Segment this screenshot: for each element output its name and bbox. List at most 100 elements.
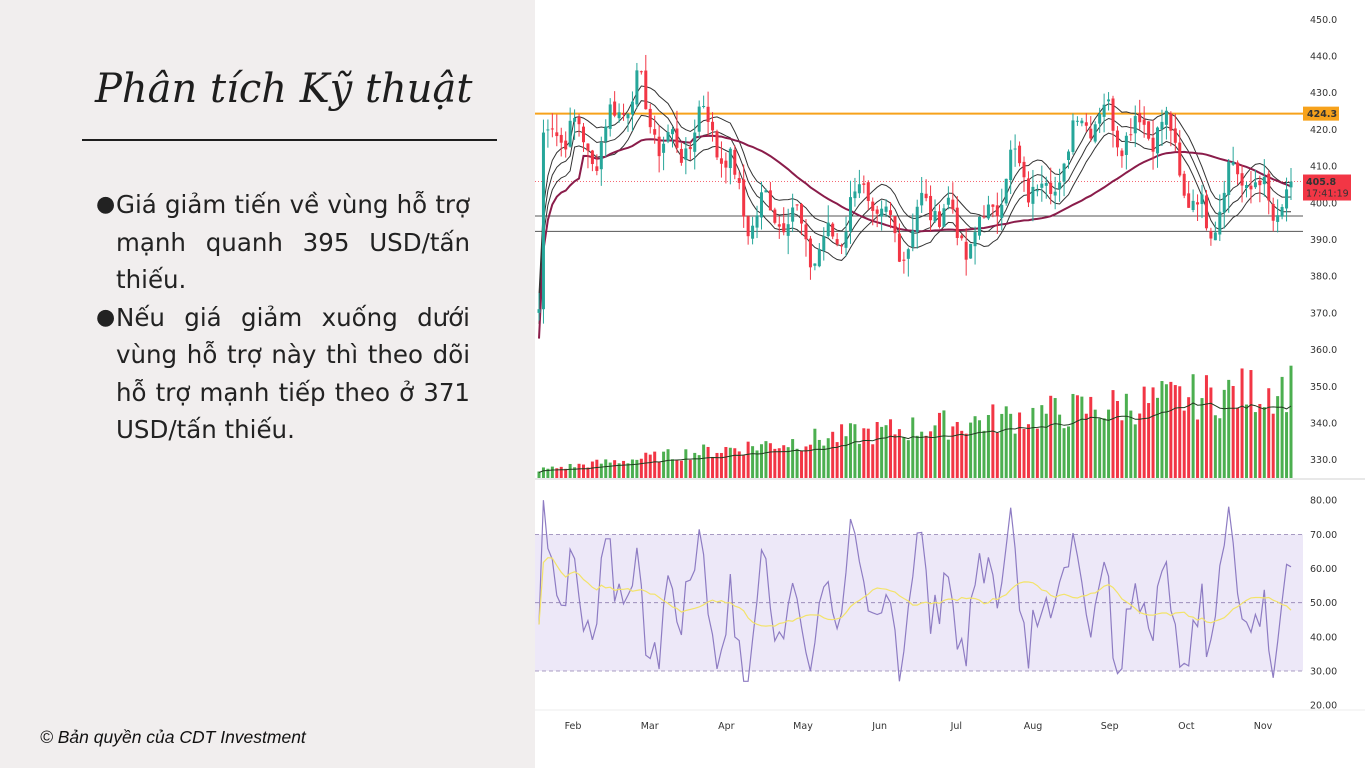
candle-body: [1151, 137, 1155, 152]
countdown-label: 17:41:19: [1306, 189, 1349, 200]
candle-body: [1053, 191, 1057, 196]
y-tick-label: 400.0: [1310, 198, 1337, 209]
volume-bar: [581, 464, 585, 478]
volume-bar: [1222, 389, 1226, 478]
candle-body: [564, 140, 568, 150]
volume-bar: [648, 454, 652, 478]
candle-body: [653, 129, 657, 135]
candle-body: [1280, 206, 1284, 217]
candle-body: [1035, 190, 1039, 192]
candle-body: [795, 204, 799, 206]
volume-bar: [773, 448, 777, 478]
volume-bar: [951, 426, 955, 478]
volume-bar: [777, 448, 781, 478]
volume-bar: [1191, 374, 1195, 478]
rsi-tick-label: 60.00: [1310, 564, 1337, 575]
candle-body: [1271, 203, 1275, 221]
volume-bar: [1124, 393, 1128, 478]
volume-bar: [1178, 386, 1182, 478]
y-tick-label: 420.0: [1310, 125, 1337, 136]
volume-bar: [555, 468, 559, 478]
candle-body: [626, 114, 630, 119]
volume-bar: [1129, 410, 1133, 478]
x-tick-label: Apr: [718, 721, 735, 732]
volume-bar: [1102, 418, 1106, 478]
candle-body: [1262, 176, 1266, 185]
candle-body: [768, 190, 772, 211]
candle-body: [639, 71, 643, 73]
volume-bar: [1200, 398, 1204, 478]
volume-bar: [1098, 418, 1102, 478]
volume-bar: [1160, 381, 1164, 478]
volume-bar: [1026, 424, 1030, 478]
candle-body: [1169, 113, 1173, 131]
volume-bar: [706, 446, 710, 478]
rsi-tick-label: 20.00: [1310, 701, 1337, 712]
candle-body: [1093, 124, 1097, 142]
volume-bar: [1218, 418, 1222, 478]
volume-bar: [822, 445, 826, 478]
candle-body: [1236, 162, 1240, 175]
volume-bar: [1285, 412, 1289, 478]
candle-body: [1102, 104, 1106, 117]
candle-body: [893, 216, 897, 234]
volume-bar: [1031, 407, 1035, 478]
volume-bar: [1245, 404, 1249, 478]
candle-body: [1285, 189, 1289, 209]
candle-body: [1253, 182, 1257, 188]
candle-body: [595, 166, 599, 171]
price-level-label: 424.3: [1307, 109, 1337, 120]
bullet-item: ● Nếu giá giảm xuống dưới vùng hỗ trợ này…: [96, 299, 470, 449]
volume-bar: [995, 432, 999, 478]
volume-bar: [991, 404, 995, 478]
volume-bar: [644, 452, 648, 478]
candle-body: [791, 207, 795, 222]
candle-body: [813, 263, 817, 266]
volume-bar: [902, 437, 906, 478]
volume-bar: [1040, 405, 1044, 478]
bullet-list: ● Giá giảm tiến về vùng hỗ trợ mạnh quanh…: [96, 186, 470, 449]
volume-bar: [617, 463, 621, 478]
candle-body: [622, 113, 626, 115]
volume-bar: [844, 436, 848, 478]
volume-bar: [1075, 395, 1079, 478]
volume-bar: [755, 450, 759, 478]
x-tick-label: Jun: [871, 721, 887, 732]
y-tick-label: 430.0: [1310, 88, 1337, 99]
volume-bar: [1035, 428, 1039, 478]
candle-body: [826, 222, 830, 237]
candle-body: [1080, 120, 1084, 124]
volume-bar: [808, 444, 812, 478]
volume-bar: [550, 466, 554, 478]
volume-bar: [573, 467, 577, 478]
volume-bar: [1133, 424, 1137, 478]
chart-panel: 450.0 440.0 430.0 420.0 410.0 400.0 390.0 380.0…: [535, 0, 1365, 768]
candle-body: [1115, 130, 1119, 148]
volume-bar: [1227, 379, 1231, 478]
candle-body: [844, 231, 848, 248]
volume-bar: [915, 435, 919, 478]
candle-body: [835, 239, 839, 245]
candle-body: [946, 197, 950, 205]
volume-bar: [1276, 396, 1280, 478]
bullet-item: ● Giá giảm tiến về vùng hỗ trợ mạnh quanh…: [96, 186, 470, 299]
volume-bar: [1289, 365, 1293, 478]
volume-bar: [955, 421, 959, 478]
candle-body: [715, 131, 719, 158]
candle-body: [920, 192, 924, 206]
candle-body: [955, 207, 959, 239]
candle-body: [929, 195, 933, 221]
long-ma-line: [538, 134, 1292, 339]
volume-bar: [973, 416, 977, 478]
volume-bar: [697, 455, 701, 478]
volume-bar: [1053, 398, 1057, 478]
x-tick-label: Oct: [1178, 721, 1195, 732]
candle-body: [608, 104, 612, 129]
volume-bar: [1080, 396, 1084, 478]
candle-body: [933, 210, 937, 222]
candle-body: [973, 232, 977, 247]
copyright-text: © Bản quyền của CDT Investment: [40, 727, 306, 747]
rsi-signal-line: [538, 557, 1292, 627]
candle-body: [1218, 211, 1222, 235]
volume-bar: [1009, 413, 1013, 478]
